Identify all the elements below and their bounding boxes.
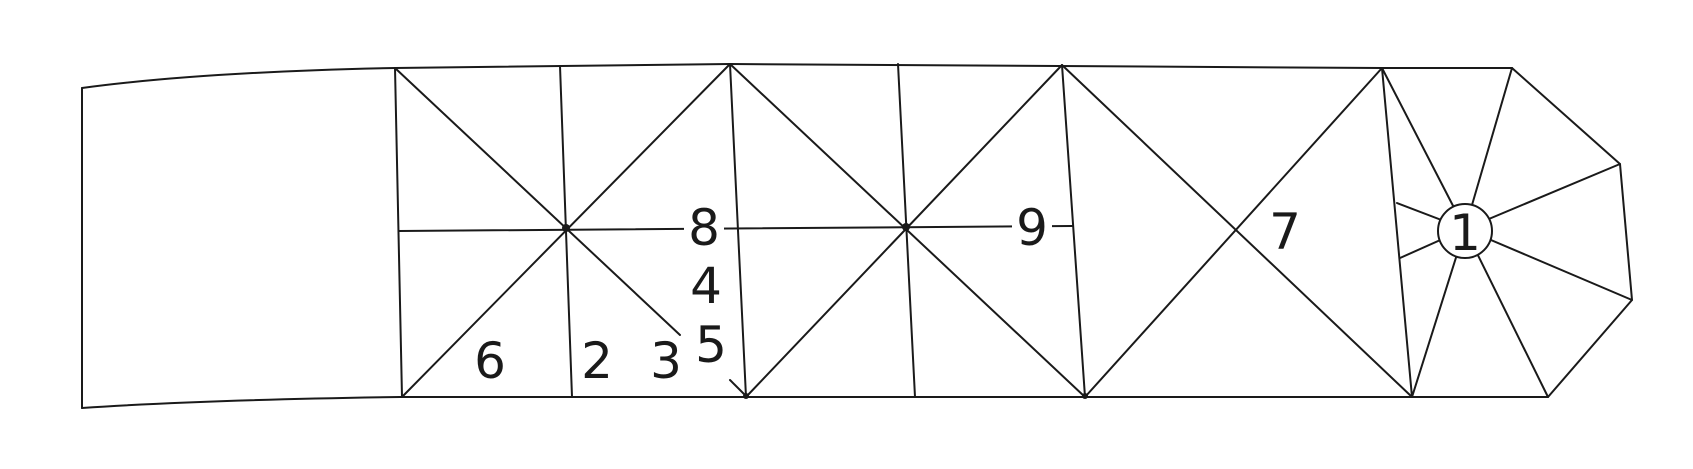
crease-x2-b [745,64,1063,398]
label-1: 1 [1449,204,1481,262]
corner-dot-1 [743,393,749,399]
crease-stub [729,379,747,397]
label-7: 7 [1269,203,1301,261]
radial-fold-1 [1381,67,1466,230]
radial-fold-2 [1464,67,1513,230]
crease-x1-center [562,224,570,232]
panel-line-6 [1381,67,1413,398]
label-9: 9 [1016,199,1048,257]
outline-right-cap [1511,67,1633,398]
label-bg-8 [684,202,724,252]
panel-line-5 [1061,64,1086,398]
outline-bottom-edge [81,396,1549,409]
crease-x3-b [1084,67,1383,398]
hub-circle [1437,203,1493,259]
label-5: 5 [695,316,727,374]
label-3: 3 [650,332,682,390]
panel-line-1 [394,67,403,398]
radial-fold-4 [1464,228,1633,301]
panel-line-3 [729,63,747,398]
crease-x3-a [1061,64,1413,398]
label-4: 4 [690,257,722,315]
label-6: 6 [474,332,506,390]
crease-x1-a [394,67,681,336]
radial-fold-3 [1464,163,1621,230]
outline-top-edge [81,63,1513,89]
horizontal-crease [398,225,1073,232]
radial-fold-5 [1464,228,1549,398]
label-8: 8 [688,199,720,257]
label-2: 2 [581,332,613,390]
label-bg-9 [1012,202,1052,252]
